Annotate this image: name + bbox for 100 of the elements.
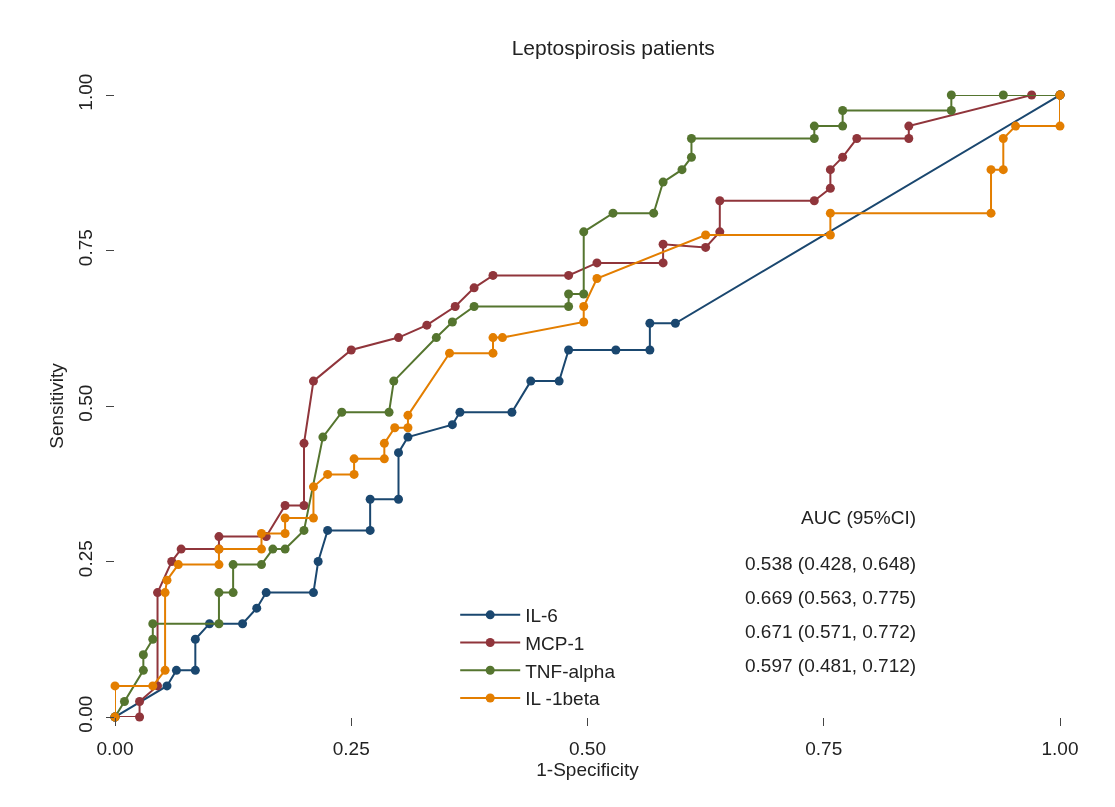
point <box>611 345 621 355</box>
point <box>554 376 564 386</box>
point <box>998 134 1008 144</box>
point <box>167 557 177 566</box>
annotation: 0.669 (0.563, 0.775) <box>745 587 917 608</box>
y-axis-title: Sensitivity <box>46 362 68 449</box>
point <box>252 603 262 613</box>
point <box>998 90 1008 100</box>
point <box>579 289 589 299</box>
point <box>455 407 465 417</box>
point <box>686 134 696 144</box>
point <box>946 90 956 100</box>
point <box>715 196 725 206</box>
point <box>349 469 359 479</box>
point <box>308 482 318 492</box>
point <box>825 208 835 218</box>
point <box>447 317 457 327</box>
point <box>838 121 848 131</box>
point <box>323 469 333 479</box>
point <box>318 432 328 442</box>
point <box>299 501 309 511</box>
point <box>649 208 659 218</box>
point <box>809 134 819 144</box>
x-tick-label: 0.25 <box>332 737 370 759</box>
point <box>946 106 956 116</box>
point <box>838 152 848 162</box>
point <box>497 333 507 343</box>
point <box>488 348 498 358</box>
point <box>403 410 413 420</box>
point <box>579 227 589 237</box>
point <box>176 544 186 554</box>
legend-label: IL-6 <box>525 605 558 627</box>
legend-label: IL -1beta <box>525 688 600 710</box>
y-tick-label: 0.25 <box>75 540 97 578</box>
point <box>825 230 835 240</box>
point <box>394 333 403 343</box>
point <box>190 665 200 675</box>
point <box>238 619 248 629</box>
point <box>148 634 158 644</box>
point <box>904 134 914 144</box>
point <box>346 345 356 355</box>
chart-title: Leptospirosis patients <box>511 36 715 60</box>
x-tick-label: 0.50 <box>569 737 606 759</box>
point <box>384 407 394 417</box>
x-axis-title: 1-Specificity <box>536 758 640 780</box>
point <box>701 242 711 252</box>
point <box>261 588 271 598</box>
point <box>488 270 498 280</box>
point <box>701 230 711 240</box>
point <box>431 333 441 343</box>
point <box>658 239 668 249</box>
point <box>190 634 200 644</box>
point <box>677 165 687 175</box>
point <box>280 544 290 554</box>
y-tick-label: 0.00 <box>75 695 97 733</box>
point <box>365 494 375 504</box>
x-tick-label: 0.75 <box>805 737 843 759</box>
point <box>447 420 457 430</box>
point <box>645 318 655 328</box>
point <box>608 208 618 218</box>
point <box>135 696 145 706</box>
y-tick-label: 0.50 <box>75 384 97 422</box>
point <box>564 345 574 355</box>
point <box>160 665 170 675</box>
point <box>986 165 996 175</box>
point <box>280 513 290 523</box>
point <box>337 407 347 417</box>
point <box>299 438 309 448</box>
point <box>214 532 224 542</box>
point <box>686 152 696 162</box>
point <box>280 501 290 511</box>
point <box>809 121 819 131</box>
point <box>422 320 432 330</box>
point <box>256 544 266 554</box>
point <box>592 258 602 268</box>
point <box>564 289 574 299</box>
point <box>403 432 413 442</box>
point <box>379 454 389 464</box>
x-tick-label: 1.00 <box>1041 737 1079 759</box>
point <box>256 560 266 570</box>
point <box>394 448 403 458</box>
point <box>214 588 224 598</box>
point <box>986 208 996 218</box>
point <box>998 165 1008 175</box>
point <box>162 575 172 585</box>
point <box>313 557 323 566</box>
point <box>852 134 862 144</box>
point <box>153 588 163 598</box>
point <box>173 560 183 570</box>
point <box>171 665 181 675</box>
point <box>138 665 148 675</box>
point <box>110 681 120 691</box>
point <box>825 165 835 175</box>
point <box>488 333 498 343</box>
point <box>403 423 413 433</box>
point <box>214 560 224 570</box>
annotation: 0.538 (0.428, 0.648) <box>745 553 917 574</box>
legend-label: MCP-1 <box>525 632 585 654</box>
point <box>1011 121 1021 131</box>
point <box>268 544 278 554</box>
